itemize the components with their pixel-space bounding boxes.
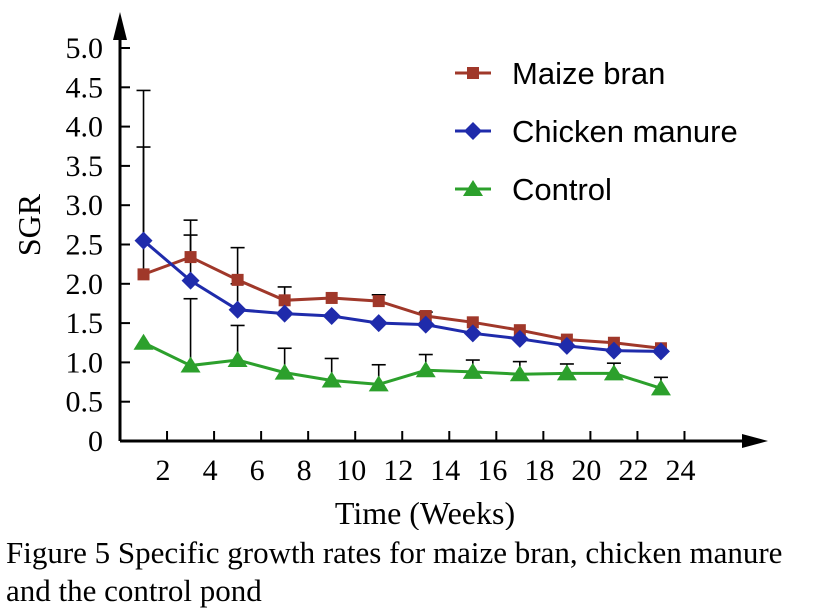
x-tick-label: 20 <box>571 454 601 487</box>
y-tick-label: 0.5 <box>66 386 104 419</box>
data-point <box>369 314 388 333</box>
series-chicken-manure <box>134 231 670 361</box>
data-point <box>466 316 479 329</box>
y-tick-label: 4.5 <box>66 71 104 104</box>
x-axis-title: Time (Weeks) <box>335 495 515 530</box>
legend-label: Control <box>512 172 612 207</box>
legend-label: Maize bran <box>512 56 665 91</box>
y-tick-label: 5.0 <box>66 32 104 65</box>
series-line <box>142 341 662 390</box>
series-control <box>133 333 671 396</box>
legend: Maize bran Chicken manure Control <box>455 56 738 207</box>
x-axis-arrow <box>742 434 768 448</box>
x-tick-label: 4 <box>203 454 218 487</box>
data-point <box>274 363 295 380</box>
x-tick-label: 8 <box>297 454 312 487</box>
y-tick-label: 4.0 <box>66 111 104 144</box>
figure-caption: Figure 5 Specific growth rates for maize… <box>6 535 783 608</box>
data-point <box>372 295 385 308</box>
legend-label: Chicken manure <box>512 114 738 149</box>
x-tick-label: 2 <box>156 454 171 487</box>
data-point <box>180 356 201 373</box>
data-point <box>228 300 247 319</box>
y-tick-label: 1.5 <box>66 307 104 340</box>
data-point <box>603 364 624 381</box>
data-point <box>463 324 482 343</box>
data-point <box>325 291 338 304</box>
x-tick-label: 12 <box>383 454 413 487</box>
sgr-line-chart: 00.51.01.52.02.53.03.54.04.55.0 2 4 6 8 10 12… <box>11 12 768 530</box>
y-axis-arrow <box>113 12 127 40</box>
axes <box>113 12 768 448</box>
x-tick-label: 18 <box>524 454 554 487</box>
data-point <box>227 351 248 368</box>
series-line <box>142 239 661 353</box>
y-tick-label: 0 <box>88 425 103 458</box>
y-axis-title: SGR <box>11 193 47 256</box>
data-point <box>556 364 577 381</box>
data-point <box>181 271 200 290</box>
y-tick-label: 2.0 <box>66 268 104 301</box>
data-point <box>133 333 154 350</box>
data-point <box>368 375 389 392</box>
x-tick-label: 22 <box>618 454 648 487</box>
y-axis-ticks: 0 0.5 1.0 1.5 2.0 2.5 3.0 3.5 4.0 4.5 5.0 <box>66 32 130 458</box>
data-point <box>275 304 294 323</box>
x-tick-label: 24 <box>665 454 695 487</box>
data-point <box>415 361 436 378</box>
data-point <box>321 371 342 388</box>
data-point <box>651 342 670 361</box>
legend-marker <box>467 67 479 79</box>
x-tick-label: 14 <box>430 454 460 487</box>
data-point <box>137 268 150 281</box>
data-point <box>278 294 291 307</box>
y-tick-label: 2.5 <box>66 229 104 262</box>
data-point <box>462 362 483 379</box>
data-point <box>134 231 153 250</box>
data-point <box>510 329 529 348</box>
series-group <box>133 231 671 396</box>
series-line <box>143 255 662 350</box>
data-point <box>231 273 244 286</box>
data-point <box>650 379 671 396</box>
data-point <box>509 365 530 382</box>
legend-item: Control <box>455 172 612 207</box>
x-axis-ticks: 2 4 6 8 10 12 14 16 18 20 22 24 <box>156 431 695 487</box>
data-point <box>557 336 576 355</box>
series-maize-bran <box>137 251 667 355</box>
x-tick-label: 16 <box>477 454 507 487</box>
data-point <box>416 315 435 334</box>
legend-item: Chicken manure <box>455 114 738 149</box>
y-tick-label: 3.5 <box>66 150 104 183</box>
y-tick-label: 3.0 <box>66 189 104 222</box>
legend-marker <box>464 122 482 140</box>
x-tick-label: 10 <box>336 454 366 487</box>
legend-marker <box>463 180 483 196</box>
data-point <box>184 251 197 264</box>
data-point <box>604 341 623 360</box>
legend-item: Maize bran <box>455 56 665 91</box>
x-tick-label: 6 <box>250 454 265 487</box>
y-tick-label: 1.0 <box>66 346 104 379</box>
data-point <box>322 307 341 326</box>
